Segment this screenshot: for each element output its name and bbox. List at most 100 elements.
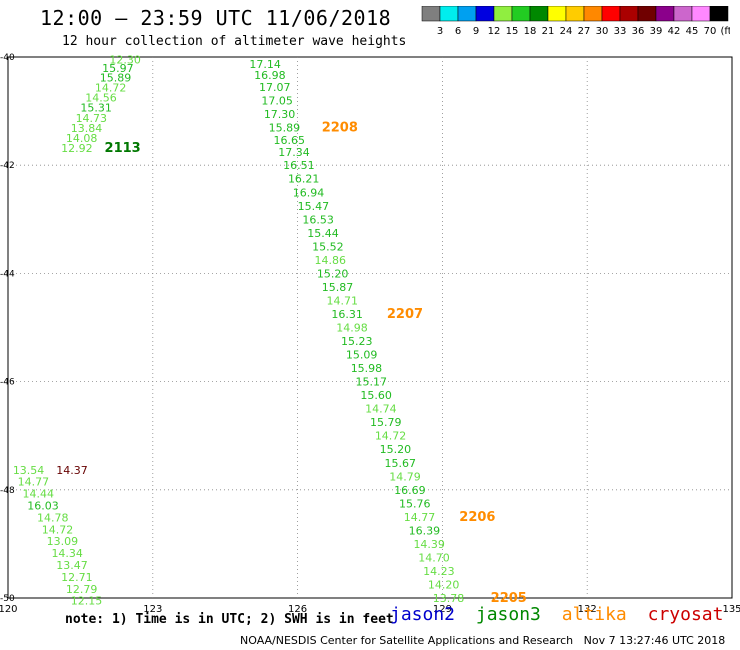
x-tick-label: 123 — [143, 604, 162, 615]
wave-height-point: 13.84 — [71, 122, 103, 135]
wave-height-point: 14.70 — [418, 551, 450, 564]
wave-height-point: 15.23 — [341, 335, 373, 348]
wave-height-point: 15.76 — [399, 497, 431, 510]
wave-height-point: 14.72 — [375, 430, 407, 443]
wave-height-point: 14.56 — [85, 92, 117, 105]
wave-height-point: 13.78 — [433, 592, 465, 605]
wave-height-point: 12.15 — [71, 595, 103, 608]
x-tick-label: 120 — [0, 604, 18, 615]
colorbar-label: 39 — [650, 26, 663, 37]
legend-cryosat: cryosat — [647, 604, 724, 625]
wave-height-point: 14.37 — [56, 464, 87, 477]
wave-height-point: 17.07 — [259, 81, 291, 94]
wave-height-point: 12.92 — [61, 142, 93, 155]
wave-height-point: 12.79 — [66, 583, 98, 596]
credit-line: NOAA/NESDIS Center for Satellite Applica… — [240, 634, 725, 647]
wave-height-point: 14.73 — [76, 112, 108, 125]
wave-height-point: 16.69 — [394, 484, 426, 497]
wave-height-point: 14.78 — [37, 511, 69, 524]
x-tick-label: 132 — [578, 604, 597, 615]
pass-time-label: 2205 — [491, 591, 527, 606]
credit-text: NOAA/NESDIS Center for Satellite Applica… — [240, 634, 574, 647]
colorbar-label: 18 — [524, 26, 537, 37]
wave-height-point: 16.39 — [409, 524, 441, 537]
colorbar-label: 24 — [560, 26, 573, 37]
wave-height-point: 16.94 — [293, 186, 325, 199]
wave-height-point: 15.89 — [100, 72, 132, 85]
pass-time-label: 2113 — [105, 141, 141, 156]
wave-height-point: 15.09 — [346, 349, 378, 362]
wave-height-point: 14.77 — [404, 511, 436, 524]
wave-height-point: 15.17 — [356, 376, 388, 389]
colorbar-swatch — [709, 6, 729, 22]
wave-height-point: 14.77 — [18, 476, 50, 489]
wave-height-point: 16.03 — [27, 499, 59, 512]
wave-height-point: 14.72 — [42, 523, 74, 536]
wave-height-point: 14.39 — [413, 538, 445, 551]
pass-time-label: 2207 — [387, 307, 423, 322]
wave-height-point: 17.05 — [261, 94, 293, 107]
colorbar-label: 42 — [668, 26, 681, 37]
x-tick-label: 129 — [433, 604, 452, 615]
wave-height-point: 14.08 — [66, 132, 98, 145]
y-tick-label: -40 — [0, 53, 15, 63]
legend-jason3: jason3 — [475, 604, 541, 625]
colorbar-label: 70 — [704, 26, 717, 37]
y-tick-label: -44 — [0, 269, 15, 279]
wave-height-point: 14.20 — [428, 578, 460, 591]
colorbar-label: 9 — [473, 26, 479, 37]
chart-title: 12:00 — 23:59 UTC 11/06/2018 — [40, 6, 392, 30]
wave-height-point: 15.79 — [370, 416, 402, 429]
wave-height-point: 14.74 — [365, 403, 397, 416]
colorbar-label: 6 — [455, 26, 461, 37]
legend-altika: altika — [561, 604, 627, 625]
colorbar-label: 45 — [686, 26, 699, 37]
wave-height-point: 13.54 — [13, 464, 45, 477]
wave-height-point: 15.20 — [380, 443, 412, 456]
wave-height-point: 16.98 — [254, 69, 286, 82]
wave-height-point: 15.67 — [384, 457, 416, 470]
wave-height-point: 14.71 — [327, 294, 359, 307]
colorbar-label: 36 — [632, 26, 645, 37]
y-tick-label: -46 — [0, 378, 15, 388]
x-tick-label: 135 — [722, 604, 740, 615]
pass-time-label: 2206 — [459, 510, 495, 525]
y-tick-label: -42 — [0, 161, 15, 171]
wave-height-point: 15.60 — [360, 389, 392, 402]
colorbar-label: 30 — [596, 26, 609, 37]
wave-height-point: 14.34 — [51, 547, 83, 560]
wave-height-point: 12.30 — [109, 54, 141, 67]
colorbar-label: 15 — [506, 26, 519, 37]
colorbar-label: 3 — [437, 26, 443, 37]
wave-height-point: 15.97 — [102, 62, 133, 75]
wave-height-point: 15.44 — [307, 227, 339, 240]
wave-height-point: 14.86 — [314, 254, 346, 267]
y-tick-label: -50 — [0, 594, 15, 604]
wave-height-point: 17.30 — [264, 108, 296, 121]
wave-height-point: 12.71 — [61, 571, 93, 584]
pass-time-label: 2208 — [322, 120, 358, 135]
wave-height-point: 15.89 — [269, 121, 301, 134]
wave-height-point: 15.47 — [298, 200, 330, 213]
units-note: note: 1) Time is in UTC; 2) SWH is in fe… — [65, 612, 394, 627]
chart-subtitle: 12 hour collection of altimeter wave hei… — [62, 34, 407, 49]
wave-height-point: 15.87 — [322, 281, 354, 294]
wave-height-point: 14.44 — [22, 488, 54, 501]
wave-height-point: 14.72 — [95, 81, 127, 94]
wave-height-point: 14.98 — [336, 322, 368, 335]
wave-height-point: 16.65 — [273, 134, 305, 147]
colorbar-label: 12 — [488, 26, 501, 37]
colorbar-label: 33 — [614, 26, 627, 37]
wave-height-point: 15.98 — [351, 362, 383, 375]
wave-height-point: 15.31 — [80, 101, 112, 114]
colorbar-label: 21 — [542, 26, 555, 37]
wave-height-point: 14.79 — [389, 470, 421, 483]
wave-height-point: 15.52 — [312, 240, 344, 253]
satellite-legend: jason2 jason3 altika cryosat s3a — [390, 604, 740, 625]
wave-height-point: 17.34 — [278, 146, 310, 159]
wave-height-point: 13.09 — [47, 535, 79, 548]
timestamp: Nov 7 13:27:46 UTC 2018 — [583, 634, 726, 647]
wave-height-point: 16.31 — [331, 308, 363, 321]
wave-height-point: 16.21 — [288, 173, 320, 186]
colorbar-label: 27 — [578, 26, 591, 37]
